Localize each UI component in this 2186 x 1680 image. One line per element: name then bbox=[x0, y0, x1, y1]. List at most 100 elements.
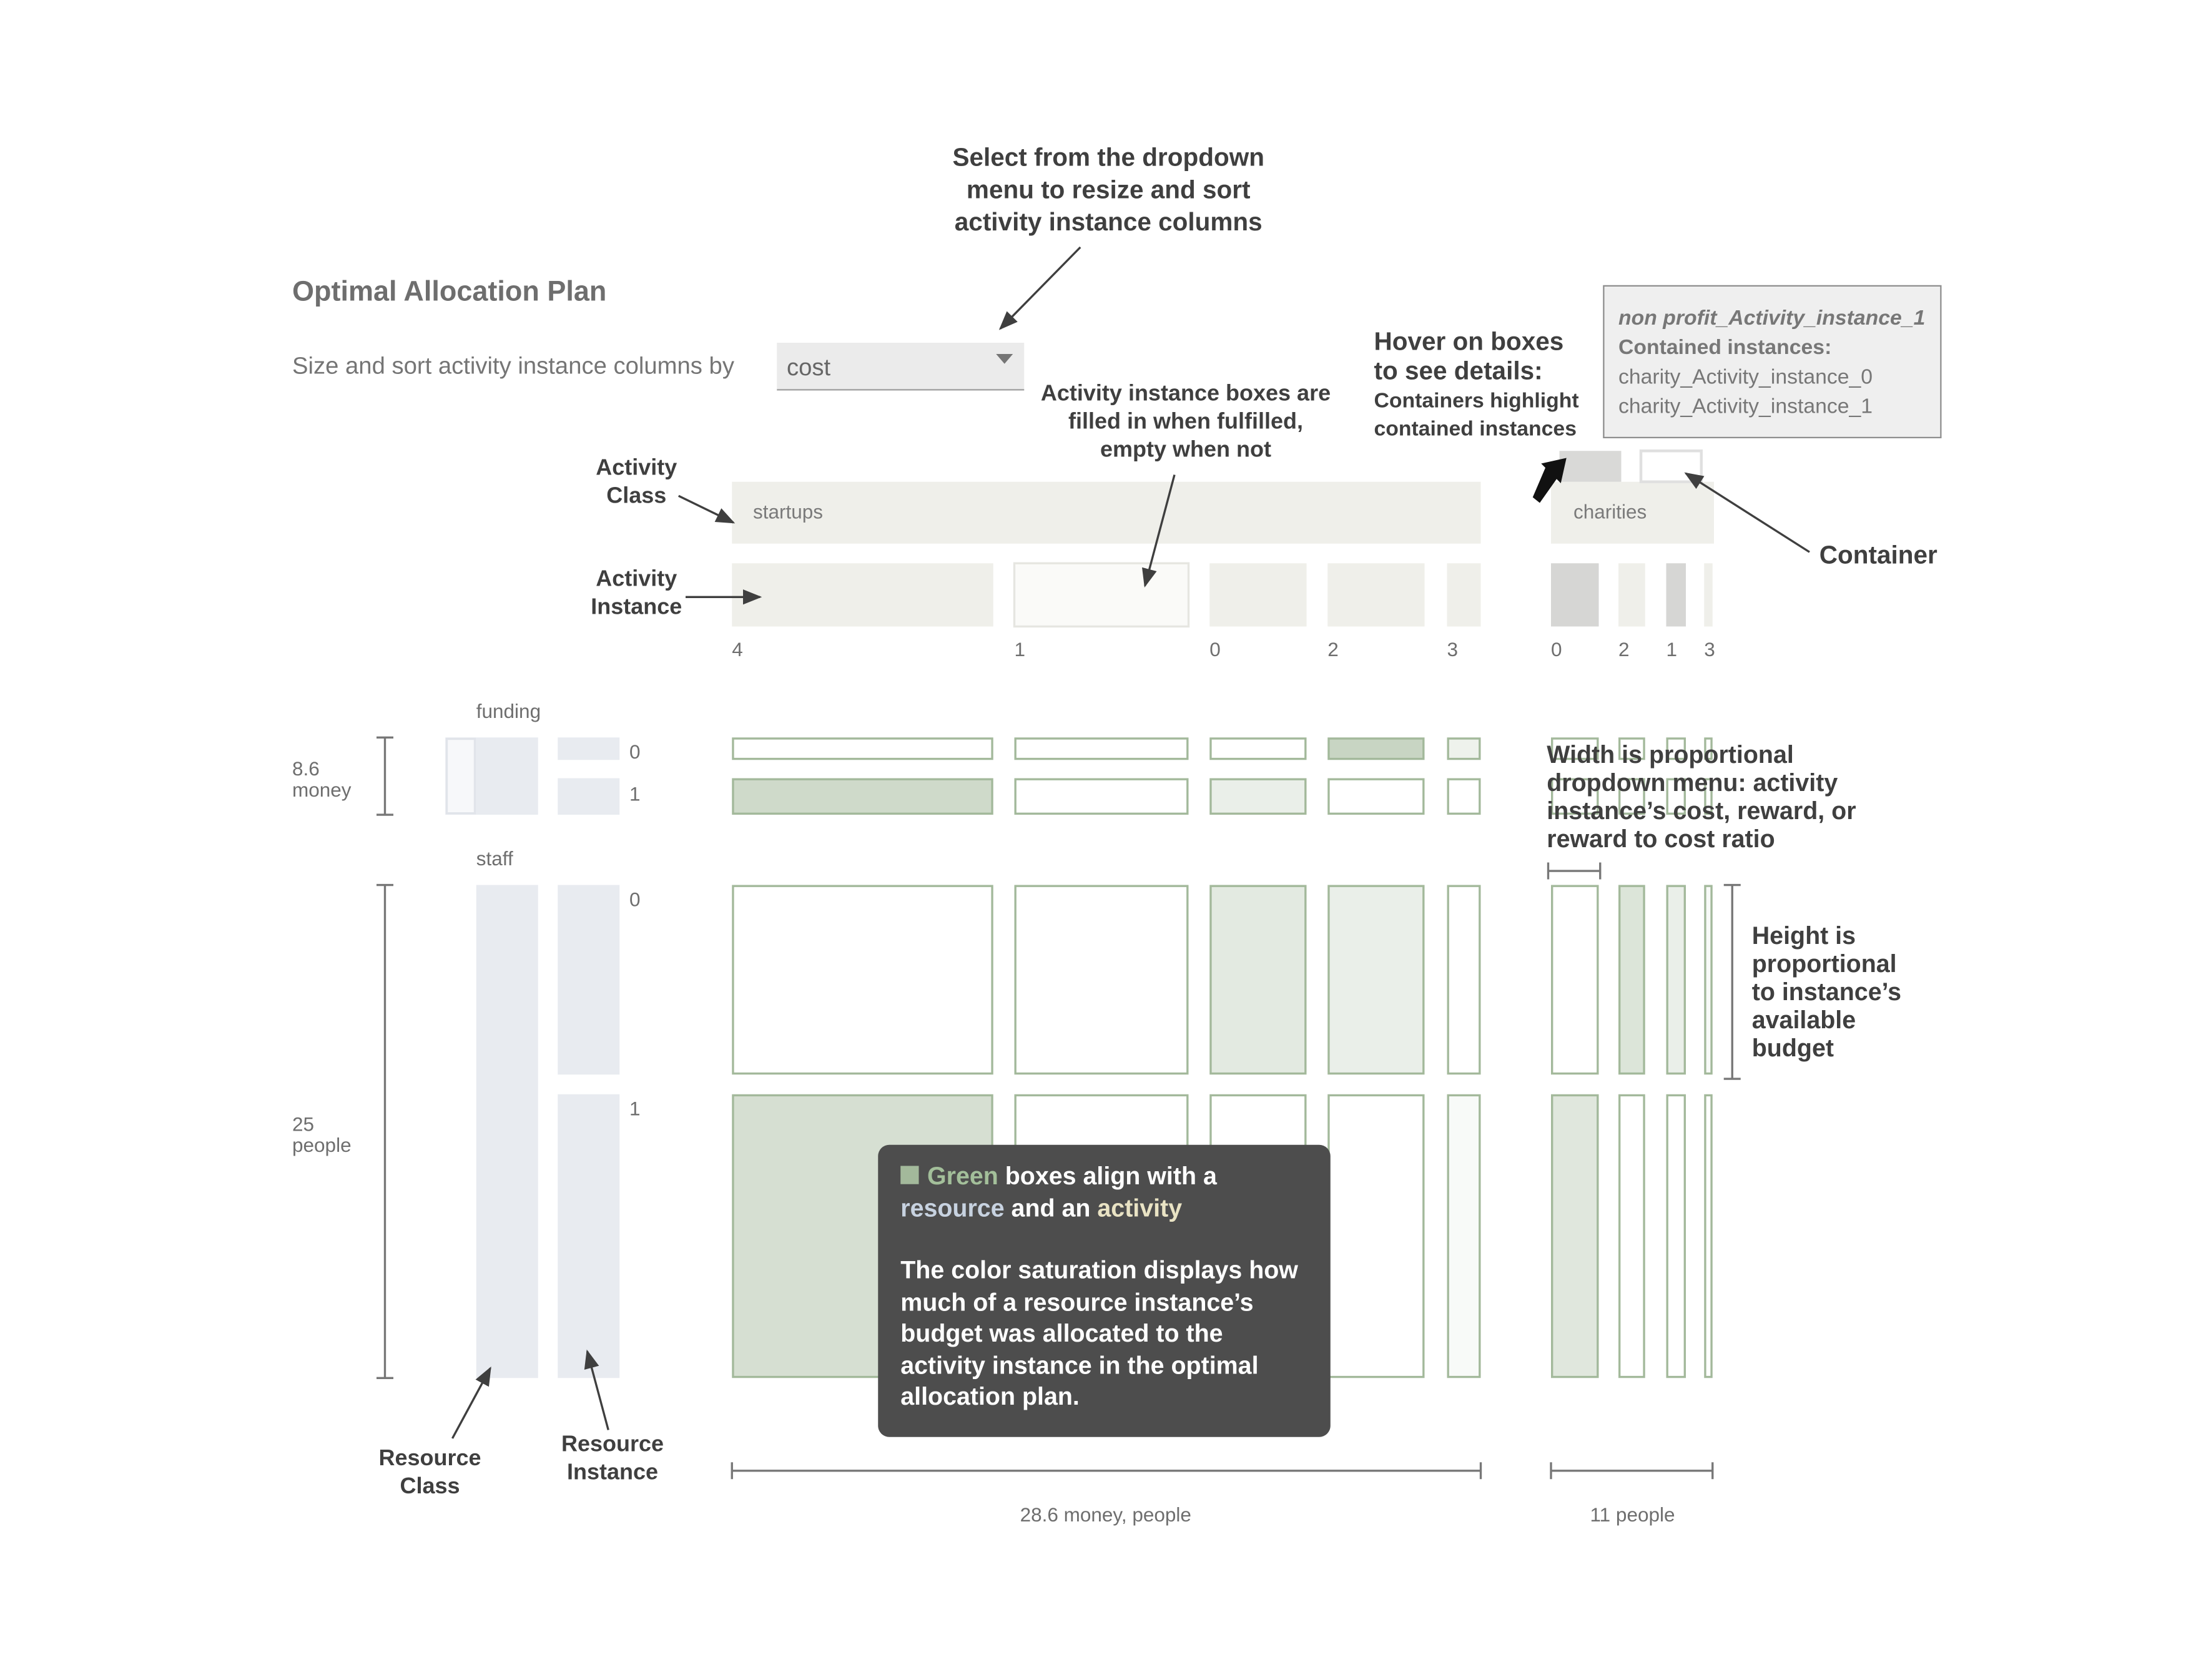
activity-instance-box bbox=[1327, 563, 1425, 627]
height-annotation: Height is proportional to instance’s ava… bbox=[1752, 921, 1949, 1062]
dropdown-value: cost bbox=[787, 354, 831, 381]
allocation-cell bbox=[1551, 737, 1599, 760]
annotation-line: Activity bbox=[596, 456, 677, 481]
annotation-line: reward to cost ratio bbox=[1547, 824, 1775, 853]
allocation-cell bbox=[1551, 885, 1599, 1075]
resource-instance-label: 0 bbox=[629, 888, 641, 910]
tooltip-item: charity_Activity_instance_1 bbox=[1618, 395, 1873, 419]
callout-line: much of a resource instance’s bbox=[900, 1287, 1254, 1316]
allocation-cell bbox=[1327, 737, 1425, 760]
allocation-cell bbox=[1447, 737, 1481, 760]
annotation-line: Resource bbox=[561, 1433, 664, 1457]
tooltip-title: non profit_Activity_instance_1 bbox=[1618, 306, 1926, 330]
callout-text: and an bbox=[1004, 1193, 1098, 1222]
annotation-line: Class bbox=[606, 484, 667, 509]
annotation-line: Resource bbox=[378, 1447, 481, 1471]
activity-instance-label: 1 bbox=[1015, 638, 1026, 661]
fill-annotation: Activity instance boxes are filled in wh… bbox=[1031, 381, 1341, 465]
activity-instance-box bbox=[1618, 563, 1645, 627]
green-swatch-icon bbox=[900, 1166, 919, 1184]
resource-instance-bar bbox=[558, 778, 620, 815]
resource-class-label: funding bbox=[476, 700, 541, 722]
annotation-line: available bbox=[1751, 1006, 1856, 1034]
annotation-line: Activity bbox=[596, 567, 677, 592]
allocation-cell bbox=[1447, 778, 1481, 815]
resource-class-label: staff bbox=[476, 847, 513, 870]
annotation-line: budget bbox=[1751, 1034, 1834, 1062]
annotation-line: Width is proportional bbox=[1547, 740, 1794, 769]
activity-class-total: 11 people bbox=[1590, 1503, 1675, 1526]
size-sort-dropdown[interactable]: cost bbox=[777, 343, 1025, 391]
callout-line: resource and an activity bbox=[900, 1192, 1308, 1224]
annotation-line: Hover on boxes bbox=[1374, 327, 1564, 356]
annotation-line: proportional bbox=[1751, 950, 1897, 978]
allocation-cell bbox=[732, 885, 993, 1075]
allocation-cell bbox=[1209, 885, 1307, 1075]
activity-class-bar bbox=[732, 481, 1481, 544]
callout-line: The color saturation displays how bbox=[900, 1255, 1298, 1284]
container-box bbox=[1559, 451, 1622, 482]
activity-instance-box bbox=[1666, 563, 1686, 627]
allocation-cell bbox=[1666, 737, 1686, 760]
allocation-cell bbox=[1618, 737, 1645, 760]
annotation-line: Instance bbox=[566, 1461, 659, 1485]
allocation-cell bbox=[1618, 778, 1645, 815]
width-annotation: Width is proportional dropdown menu: act… bbox=[1547, 740, 1912, 853]
annotation-line: Instance bbox=[591, 596, 682, 620]
hover-annotation: Hover on boxes to see details: Container… bbox=[1374, 327, 1599, 444]
annotation-line: empty when not bbox=[1100, 438, 1272, 463]
annotation-line: Select from the dropdown bbox=[952, 143, 1264, 172]
annotation-line: to see details: bbox=[1374, 356, 1543, 385]
activity-class-arrow bbox=[678, 494, 736, 524]
container-annotation: Container bbox=[1819, 541, 1937, 569]
allocation-cell bbox=[1704, 1094, 1713, 1378]
resource-unit: people bbox=[292, 1134, 352, 1156]
allocation-cell bbox=[1704, 737, 1713, 760]
allocation-cell bbox=[1327, 778, 1425, 815]
activity-instance-label: 0 bbox=[1551, 638, 1562, 661]
resource-instance-bar bbox=[558, 885, 620, 1075]
allocation-cell bbox=[1327, 885, 1425, 1075]
activity-instance-annotation: Activity Instance bbox=[579, 566, 694, 622]
activity-instance-label: 3 bbox=[1704, 638, 1715, 661]
activity-instance-label: 2 bbox=[1618, 638, 1630, 661]
resource-class-highlight bbox=[445, 737, 476, 815]
resource-instance-arrow bbox=[584, 1349, 609, 1430]
callout-line: budget was allocated to the bbox=[900, 1319, 1223, 1347]
callout-word-activity: activity bbox=[1097, 1193, 1183, 1222]
instance-tooltip: non profit_Activity_instance_1 Contained… bbox=[1603, 285, 1942, 438]
resource-class-annotation: Resource Class bbox=[367, 1445, 493, 1501]
annotation-line: activity instance columns bbox=[954, 208, 1263, 236]
annotation-line: instance’s cost, reward, or bbox=[1547, 796, 1856, 825]
allocation-cell bbox=[1704, 885, 1713, 1075]
activity-class-label: charities bbox=[1573, 500, 1647, 523]
cursor-icon bbox=[1532, 458, 1567, 503]
activity-instance-label: 3 bbox=[1447, 638, 1459, 661]
allocation-cell bbox=[1618, 1094, 1645, 1378]
annotation-line: Class bbox=[400, 1475, 460, 1499]
allocation-cell bbox=[1209, 778, 1307, 815]
allocation-cell bbox=[1209, 737, 1307, 760]
dropdown-annotation: Select from the dropdown menu to resize … bbox=[927, 142, 1290, 238]
activity-instance-label: 0 bbox=[1209, 638, 1221, 661]
callout-line: activity instance in the optimal bbox=[900, 1350, 1259, 1379]
annotation-line: contained instances bbox=[1374, 417, 1577, 441]
allocation-cell bbox=[1014, 778, 1189, 815]
callout-word-resource: resource bbox=[900, 1193, 1005, 1222]
callout-text: boxes align with a bbox=[998, 1161, 1217, 1190]
activity-instance-box bbox=[1704, 563, 1713, 627]
activity-instance-box bbox=[1551, 563, 1599, 627]
tooltip-subtitle: Contained instances: bbox=[1618, 335, 1832, 360]
resource-instance-label: 1 bbox=[629, 1098, 641, 1120]
activity-class-label: startups bbox=[753, 500, 823, 523]
allocation-cell bbox=[1704, 778, 1713, 815]
allocation-cell bbox=[1666, 885, 1686, 1075]
allocation-cell bbox=[1551, 1094, 1599, 1378]
allocation-cell bbox=[1618, 885, 1645, 1075]
size-sort-label: Size and sort activity instance columns … bbox=[292, 352, 734, 380]
allocation-cell bbox=[732, 737, 993, 760]
activity-class-total: 28.6 money, people bbox=[1020, 1503, 1191, 1526]
annotation-line: Containers highlight bbox=[1374, 389, 1579, 413]
allocation-cell bbox=[1327, 1094, 1425, 1378]
